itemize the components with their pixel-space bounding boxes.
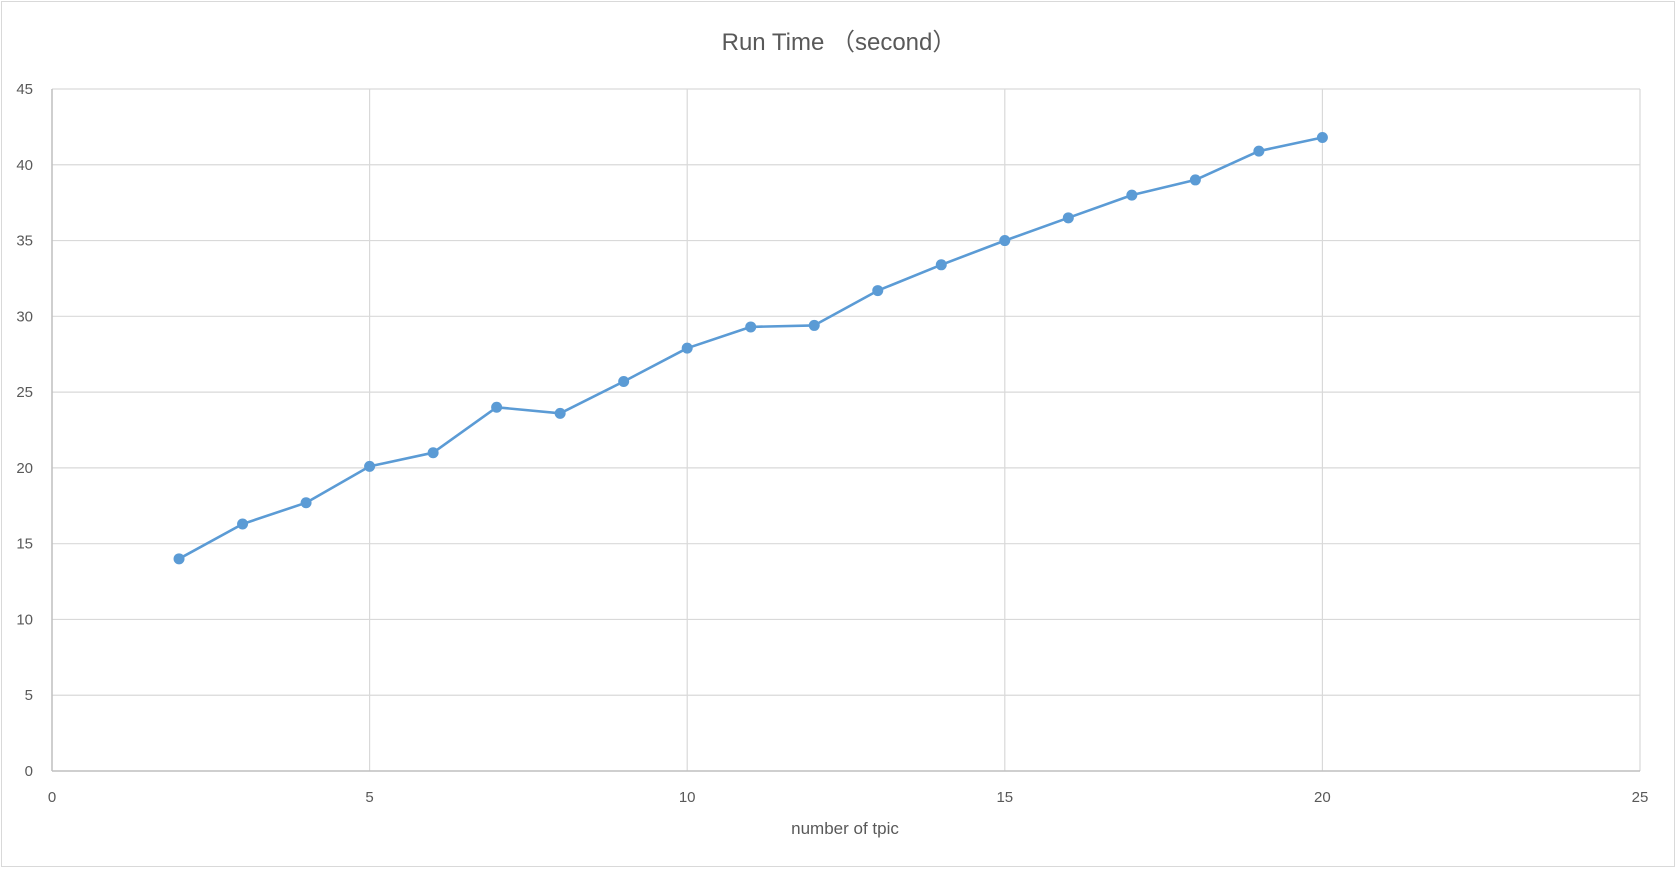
data-point [808,319,820,331]
x-tick-labels: 0 5 10 15 20 25 [48,789,1649,806]
y-tick-label: 40 [16,157,33,174]
y-tick-label: 5 [25,687,33,704]
x-tick-label: 5 [365,789,373,806]
y-tick-label: 15 [16,536,33,553]
data-point [1126,189,1138,201]
data-point [427,447,439,459]
x-tick-label: 25 [1632,789,1649,806]
y-tick-label: 20 [16,460,33,477]
data-point [173,553,185,565]
data-point [1189,174,1201,186]
x-axis-label: number of tpic [791,819,899,838]
x-tick-label: 20 [1314,789,1331,806]
x-tick-label: 10 [679,789,696,806]
data-point [618,376,630,388]
data-point [1316,131,1328,143]
data-point [491,401,503,413]
data-point [1062,212,1074,224]
axes [51,89,1640,772]
series-line [178,136,1323,560]
data-point [872,285,884,297]
x-tick-label: 15 [996,789,1013,806]
data-point [364,460,376,472]
y-tick-labels: 0 5 10 15 20 25 30 35 40 45 [16,81,33,780]
gridlines [52,88,1641,771]
chart-title: Run Time （second） [722,29,957,56]
data-series [173,131,1328,565]
y-tick-label: 25 [16,384,33,401]
y-tick-label: 10 [16,611,33,628]
data-point [237,518,249,530]
data-point [1253,145,1265,157]
data-point [999,235,1011,247]
data-point [935,259,947,271]
y-tick-label: 0 [25,763,33,780]
y-tick-label: 35 [16,233,33,250]
data-point [300,497,312,509]
y-tick-label: 30 [16,308,33,325]
data-point [554,407,566,419]
data-point [681,342,693,354]
y-tick-label: 45 [16,81,33,98]
data-point [745,321,757,333]
x-tick-label: 0 [48,789,56,806]
